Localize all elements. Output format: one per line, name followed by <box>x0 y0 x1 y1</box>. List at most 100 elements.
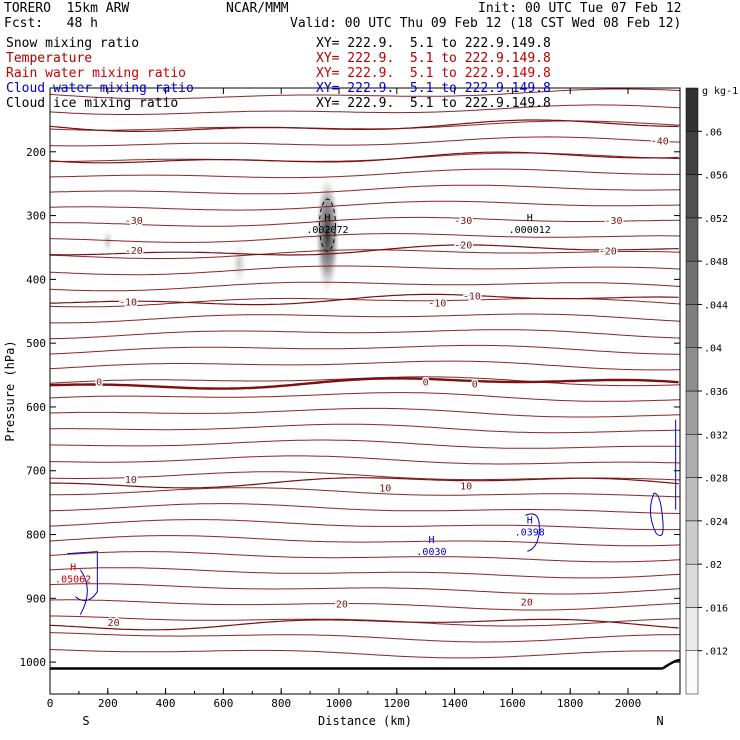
legend-temperature: Temperature XY= 222.9. 5.1 to 222.9.149.… <box>6 51 566 66</box>
x-tick-label: 2000 <box>615 697 642 710</box>
temperature-contour-line <box>50 216 680 227</box>
ice-faint-shade <box>231 241 248 286</box>
y-tick-label: 200 <box>26 146 46 159</box>
temperature-contour-line <box>49 249 681 260</box>
temperature-contour-line <box>49 439 681 449</box>
scale-tick-label: .02 <box>704 560 722 571</box>
cloud-water-max-value: .0030 <box>416 547 446 558</box>
temperature-contour-line <box>49 168 680 179</box>
isotherm--30 <box>49 151 679 164</box>
scale-tick-label: .012 <box>704 647 728 658</box>
scale-cell <box>685 260 699 305</box>
scale-cell <box>685 434 699 478</box>
isotherm-label: 20 <box>521 598 533 609</box>
isotherm-label: -40 <box>651 136 669 147</box>
north-label: N <box>656 714 663 728</box>
temperature-contour-line <box>49 344 680 355</box>
scale-tick-label: .048 <box>704 257 728 268</box>
temperature-contour-line <box>49 487 681 498</box>
scale-cell <box>685 131 699 175</box>
isotherm-label: -10 <box>119 298 137 309</box>
temperature-contour-line <box>49 136 681 147</box>
scale-cell <box>685 87 699 132</box>
legend-xy: XY= 222.9. 5.1 to 222.9.149.8 <box>316 51 551 66</box>
temperature-contour-line <box>49 200 681 211</box>
x-tick-label: 200 <box>98 697 118 710</box>
isotherm-label: -10 <box>463 291 481 302</box>
scale-cell <box>685 304 699 348</box>
isotherm--40 <box>49 119 679 132</box>
legend-cloud-water: Cloud water mixing ratio XY= 222.9. 5.1 … <box>6 81 566 96</box>
temperature-contour-line <box>49 88 681 100</box>
legend-name: Temperature <box>6 51 93 66</box>
plot-axes: 0 200 400 600 800 1000 1200 1400 1600 1800 2000200… <box>3 87 681 728</box>
isotherm-label: 10 <box>460 481 472 492</box>
temperature-contour-line <box>50 313 681 324</box>
isotherm-label: -20 <box>454 240 472 251</box>
isotherm-label: 20 <box>336 599 348 610</box>
scale-cell <box>685 217 699 262</box>
y-axis-label: Pressure (hPa) <box>3 340 17 441</box>
ground-line <box>661 658 681 670</box>
x-tick-label: 1400 <box>441 697 468 710</box>
temperature-contour-line <box>49 281 681 292</box>
snow-max-symbol: H <box>324 213 330 224</box>
temperature-contour-line <box>49 599 681 611</box>
temperature-contour-line <box>49 649 681 659</box>
temperature-contour-line <box>49 329 681 340</box>
temperature-contour-line <box>49 184 681 195</box>
legend-name: Cloud ice mixing ratio <box>6 96 179 111</box>
x-tick-label: 600 <box>213 697 233 710</box>
temperature-contour-line <box>49 407 681 418</box>
scale-tick-label: .06 <box>704 127 722 138</box>
temperature-contour-line <box>49 392 681 402</box>
x-tick-label: 800 <box>271 697 291 710</box>
y-tick-label: 500 <box>26 337 46 350</box>
temperature-contour-line <box>49 233 681 243</box>
scale-tick-label: .024 <box>704 517 728 528</box>
isotherm-label: -10 <box>428 298 446 309</box>
temperature-contours <box>49 88 681 659</box>
isotherm-label: 0 <box>96 377 102 388</box>
y-tick-label: 400 <box>26 273 46 286</box>
x-axis-label: Distance (km) <box>318 714 412 728</box>
x-tick-label: 400 <box>156 697 176 710</box>
isotherm-0 <box>49 377 679 390</box>
legend-rain: Rain water mixing ratio XY= 222.9. 5.1 t… <box>6 66 566 81</box>
cloud-water-max-symbol: H <box>527 515 533 526</box>
contour-labels: -40 -30 -30 -30 -20 -20 -20 -10 -10 -10 0 0 0 10 10 10 2… <box>55 135 670 631</box>
x-tick-label: 1800 <box>557 697 584 710</box>
scale-tick-label: .032 <box>704 430 728 441</box>
legend-name: Cloud water mixing ratio <box>6 81 194 96</box>
scale-unit: g kg-1 <box>702 86 738 97</box>
forecast-hour: Fcst: 48 h <box>4 16 98 31</box>
isotherm-label: -30 <box>605 216 623 227</box>
isotherm-label: 10 <box>379 483 391 494</box>
ground-surface <box>50 658 681 670</box>
temperature-contour-line <box>49 551 681 563</box>
legend-name: Rain water mixing ratio <box>6 66 187 81</box>
center-label: NCAR/MMM <box>226 1 289 16</box>
temperature-contour-line <box>50 455 681 465</box>
x-tick-label: 1000 <box>326 697 353 710</box>
isotherm--20 <box>49 244 679 256</box>
temperature-contour-line <box>49 104 681 115</box>
y-tick-label: 700 <box>26 465 46 478</box>
temperature-contour-line <box>50 615 681 627</box>
y-tick-label: 900 <box>26 592 46 605</box>
temperature-contour-line <box>49 583 681 595</box>
temperature-contour-line <box>50 423 680 434</box>
legend-xy: XY= 222.9. 5.1 to 222.9.149.8 <box>316 36 551 51</box>
isotherm-20 <box>49 618 679 631</box>
x-tick-label: 1200 <box>384 697 411 710</box>
model-title: TORERO 15km ARW <box>4 1 130 16</box>
scale-cell <box>685 347 699 392</box>
isotherm-label: 20 <box>108 618 120 629</box>
cloud-water-contour <box>67 551 98 615</box>
temperature-contour-line <box>49 503 681 514</box>
legend-xy: XY= 222.9. 5.1 to 222.9.149.8 <box>316 96 551 111</box>
snow-max-symbol: H <box>527 213 533 224</box>
rain-max-symbol: H <box>70 563 76 574</box>
legend-xy: XY= 222.9. 5.1 to 222.9.149.8 <box>316 66 551 81</box>
